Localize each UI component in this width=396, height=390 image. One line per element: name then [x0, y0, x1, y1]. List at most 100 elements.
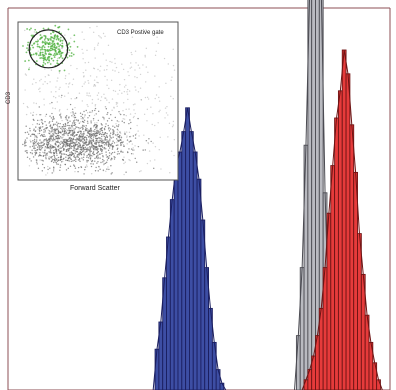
- scatter-point: [96, 127, 98, 129]
- scatter-point: [94, 105, 96, 107]
- scatter-point: [78, 152, 80, 154]
- scatter-point: [30, 160, 32, 162]
- scatter-point: [39, 139, 41, 141]
- scatter-point: [54, 132, 56, 134]
- scatter-point: [70, 154, 72, 157]
- scatter-point: [68, 117, 70, 119]
- scatter-point: [74, 149, 76, 152]
- scatter-point: [105, 161, 108, 164]
- scatter-point: [56, 141, 58, 143]
- scatter-point: [58, 152, 61, 155]
- scatter-point: [45, 127, 48, 130]
- scatter-point: [109, 134, 111, 137]
- scatter-point: [103, 118, 105, 121]
- scatter-point: [135, 62, 137, 64]
- scatter-point: [105, 97, 107, 99]
- scatter-point: [147, 71, 149, 74]
- scatter-point: [67, 86, 70, 88]
- scatter-point: [43, 34, 46, 37]
- scatter-point: [74, 167, 77, 169]
- scatter-point: [75, 141, 77, 144]
- scatter-point: [32, 42, 35, 45]
- scatter-point: [36, 143, 39, 145]
- scatter-point: [53, 52, 56, 55]
- scatter-point: [47, 74, 49, 76]
- scatter-point: [54, 129, 56, 131]
- scatter-point: [57, 163, 59, 165]
- scatter-point: [106, 142, 108, 144]
- scatter-point: [39, 130, 41, 132]
- histogram-bin-s3-16: [357, 233, 362, 390]
- scatter-point: [108, 128, 110, 130]
- scatter-point: [82, 134, 84, 136]
- scatter-point: [102, 158, 104, 161]
- scatter-point: [96, 140, 98, 142]
- scatter-point: [121, 92, 123, 94]
- scatter-point: [68, 42, 71, 45]
- scatter-point: [35, 151, 38, 154]
- scatter-point: [124, 131, 126, 133]
- scatter-point: [131, 36, 134, 38]
- scatter-point: [59, 143, 62, 146]
- scatter-point: [41, 163, 44, 166]
- scatter-point: [122, 144, 125, 146]
- scatter-point: [57, 159, 60, 162]
- scatter-point: [76, 67, 78, 70]
- scatter-point: [83, 121, 85, 123]
- scatter-point: [60, 140, 62, 143]
- scatter-point: [97, 148, 99, 150]
- scatter-point: [137, 130, 139, 132]
- scatter-point: [90, 145, 93, 147]
- scatter-point: [85, 125, 87, 127]
- scatter-point: [110, 137, 112, 139]
- scatter-point: [103, 148, 105, 150]
- scatter-point: [44, 41, 47, 43]
- scatter-point: [98, 35, 100, 37]
- scatter-point: [24, 139, 27, 141]
- scatter-point: [32, 114, 34, 116]
- scatter-point: [60, 161, 63, 163]
- scatter-point: [24, 143, 26, 145]
- scatter-point: [129, 135, 131, 138]
- scatter-point: [52, 171, 55, 173]
- scatter-point: [128, 141, 130, 143]
- histogram-bin-s1-8: [177, 151, 183, 390]
- scatter-point: [46, 140, 48, 142]
- scatter-point: [33, 149, 36, 151]
- scatter-point: [108, 87, 110, 90]
- scatter-point: [91, 110, 94, 112]
- scatter-point: [167, 63, 169, 65]
- scatter-point: [81, 120, 84, 123]
- scatter-point: [71, 126, 73, 128]
- scatter-point: [39, 142, 41, 145]
- scatter-point: [79, 160, 81, 163]
- scatter-point: [90, 142, 92, 144]
- scatter-point: [22, 143, 24, 146]
- scatter-point: [24, 60, 27, 62]
- scatter-point: [83, 119, 86, 122]
- scatter-point: [44, 62, 47, 65]
- scatter-point: [104, 106, 107, 108]
- scatter-point: [76, 154, 79, 156]
- scatter-point: [54, 24, 57, 27]
- scatter-point: [94, 142, 96, 144]
- scatter-point: [36, 43, 39, 46]
- scatter-point: [48, 122, 50, 124]
- scatter-point: [154, 124, 156, 127]
- scatter-point: [79, 145, 81, 147]
- scatter-point: [82, 58, 84, 60]
- scatter-point: [155, 50, 157, 52]
- scatter-point: [93, 153, 95, 156]
- scatter-point: [41, 48, 44, 51]
- scatter-point: [102, 134, 104, 136]
- scatter-point: [86, 161, 88, 163]
- scatter-point: [86, 165, 88, 168]
- scatter-point: [94, 107, 97, 110]
- scatter-point: [51, 146, 53, 149]
- scatter-point: [123, 118, 126, 120]
- scatter-point: [67, 28, 70, 31]
- scatter-point: [103, 135, 105, 138]
- scatter-point: [84, 169, 86, 171]
- scatter-point: [39, 57, 42, 59]
- scatter-point: [159, 109, 161, 111]
